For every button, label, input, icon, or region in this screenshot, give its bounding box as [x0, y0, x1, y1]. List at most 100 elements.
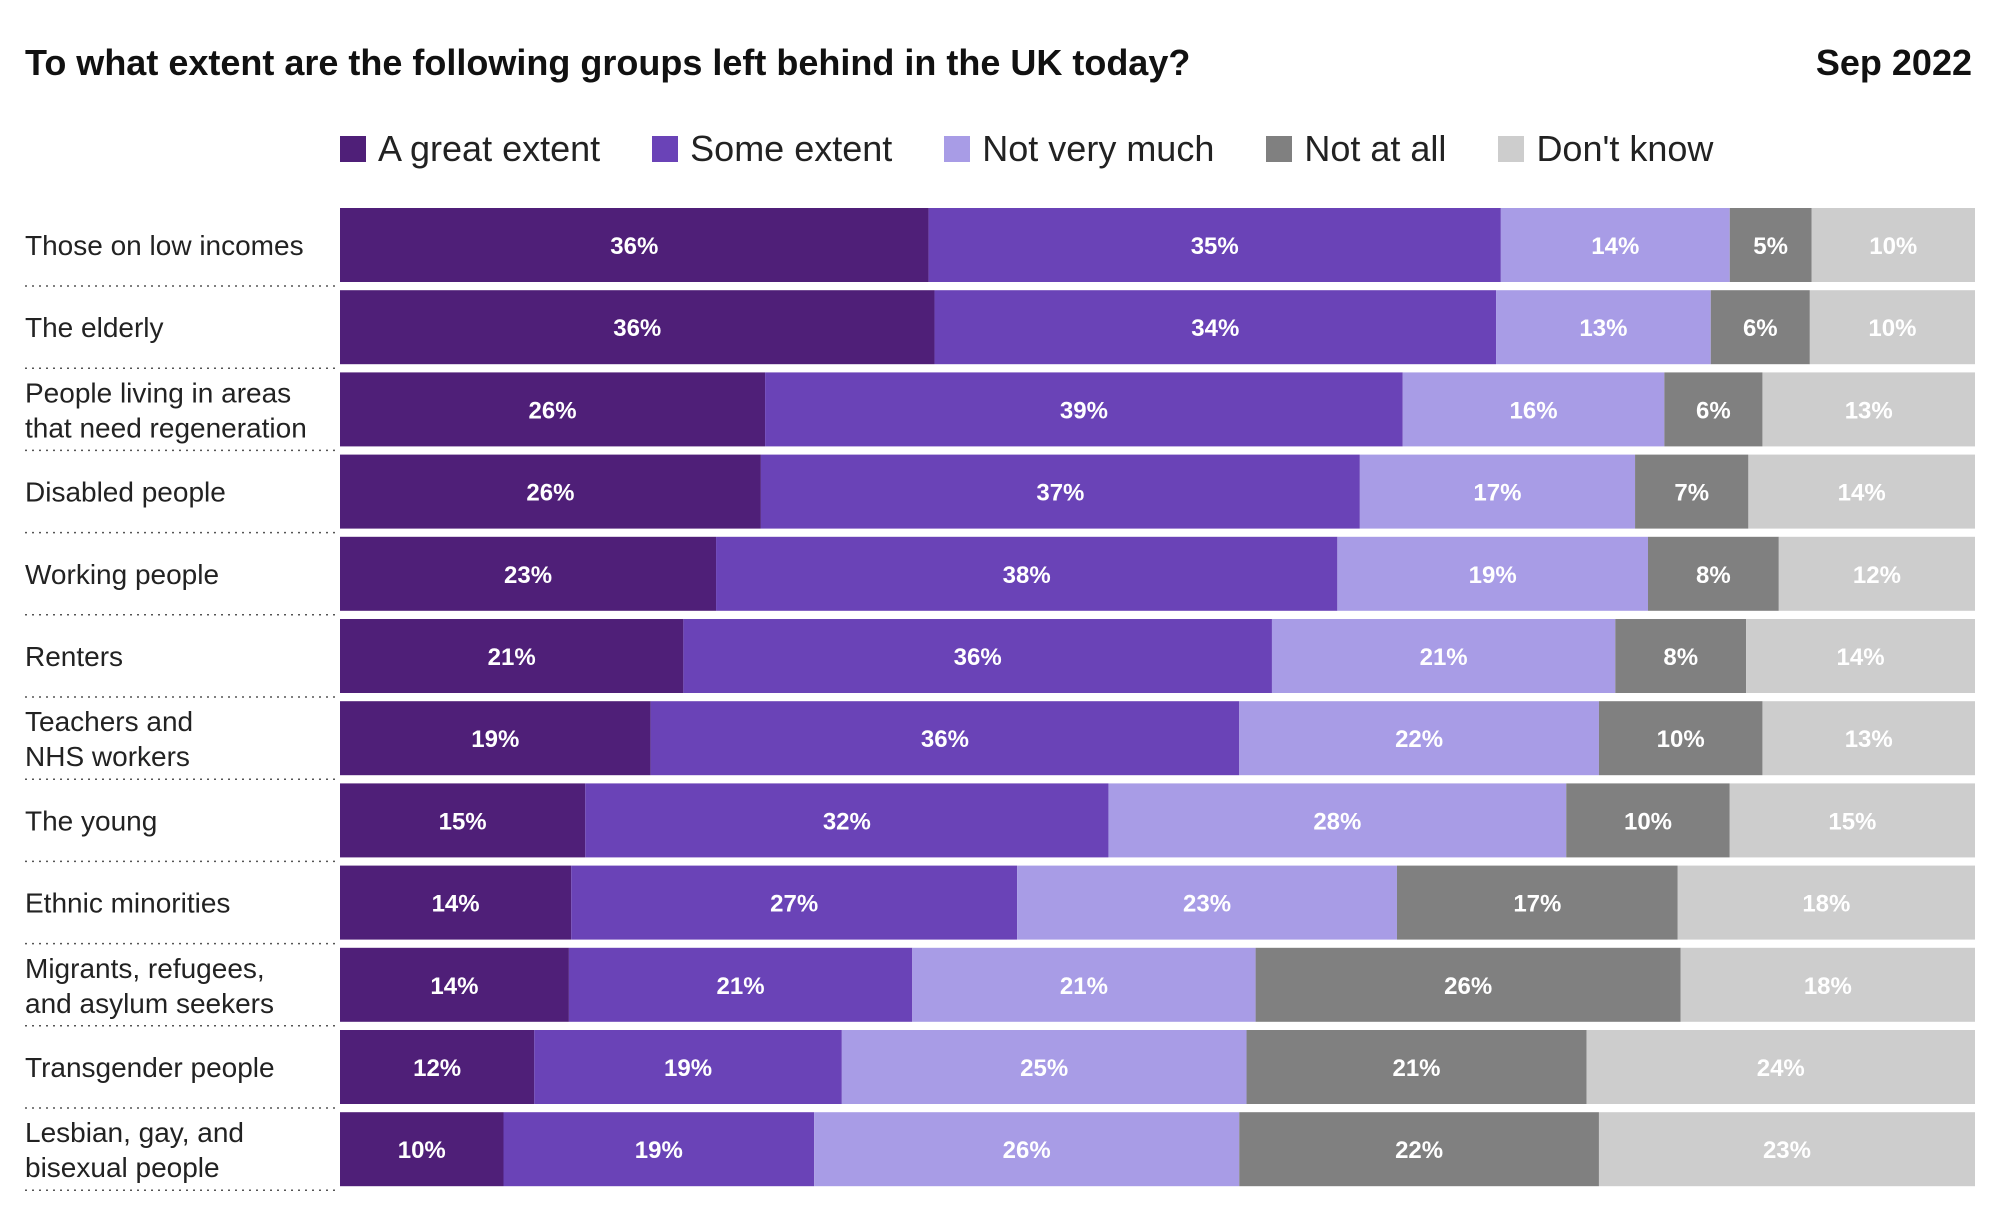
category-label: The elderly: [25, 312, 164, 343]
bar-segment-not-very-much: [1017, 865, 1397, 940]
data-label-not-at-all: 26%: [1444, 973, 1492, 1000]
category-label: Disabled people: [25, 477, 226, 508]
data-label-not-very-much: 17%: [1473, 480, 1521, 507]
bar-segment-not-at-all: [1255, 947, 1681, 1022]
category-label: Teachers and NHS workers: [25, 706, 193, 772]
bar-segment-not-at-all: [1729, 208, 1812, 282]
bar-segment-some-extent: [568, 947, 913, 1022]
data-label-some-extent: 36%: [954, 644, 1002, 671]
data-label-not-at-all: 8%: [1696, 562, 1731, 589]
data-label-not-at-all: 10%: [1624, 808, 1672, 835]
legend-label-not-at-all: Not at all: [1304, 128, 1447, 169]
category-label: Renters: [25, 641, 123, 672]
data-label-a-great-extent: 26%: [529, 397, 577, 424]
legend-label-not-very-much: Not very much: [982, 128, 1215, 169]
bar-segment-don-t-know: [1778, 536, 1975, 611]
data-label-some-extent: 37%: [1036, 480, 1084, 507]
legend-label-a-great-extent: A great extent: [378, 128, 601, 169]
category-label: Ethnic minorities: [25, 888, 230, 919]
bar-segment-some-extent: [650, 701, 1240, 776]
bar-segment-not-at-all: [1635, 454, 1749, 529]
data-label-a-great-extent: 14%: [432, 891, 480, 918]
legend-label-dont-know: Don't know: [1536, 128, 1714, 169]
bar-segment-not-at-all: [1615, 619, 1747, 693]
bar-segment-some-extent: [716, 536, 1338, 611]
bar-segment-some-extent: [934, 290, 1497, 365]
bar-segment-a-great-extent: [340, 1112, 504, 1187]
bar-segment-not-at-all: [1710, 290, 1810, 365]
data-label-don-t-know: 12%: [1853, 562, 1901, 589]
data-label-some-extent: 19%: [635, 1137, 683, 1164]
bar-segment-don-t-know: [1598, 1112, 1975, 1187]
bar-segment-not-very-much: [1271, 619, 1616, 693]
data-label-don-t-know: 10%: [1868, 315, 1916, 342]
bar-segment-not-at-all: [1664, 372, 1763, 447]
data-label-not-very-much: 14%: [1591, 233, 1639, 260]
data-label-not-at-all: 8%: [1663, 644, 1698, 671]
data-label-some-extent: 39%: [1060, 397, 1108, 424]
category-label: The young: [25, 805, 157, 836]
chart-title: To what extent are the following groups …: [25, 42, 1191, 83]
data-label-don-t-know: 15%: [1828, 808, 1876, 835]
data-label-a-great-extent: 15%: [439, 808, 487, 835]
data-label-don-t-know: 24%: [1757, 1055, 1805, 1082]
bar-segment-some-extent: [928, 208, 1501, 282]
legend-swatch-not-very-much: [944, 136, 971, 162]
bar-segment-not-very-much: [1337, 536, 1648, 611]
category-label: Transgender people: [25, 1052, 275, 1083]
bar-segment-some-extent: [571, 865, 1018, 940]
data-label-a-great-extent: 12%: [413, 1055, 461, 1082]
data-label-a-great-extent: 19%: [471, 726, 519, 753]
category-label: Those on low incomes: [25, 230, 304, 261]
bar-segment-don-t-know: [1809, 290, 1975, 365]
data-label-not-very-much: 23%: [1183, 891, 1231, 918]
legend-item-not-very-much: Not very much: [944, 128, 1214, 170]
category-label: People living in areas that need regenera…: [25, 377, 307, 443]
data-label-not-very-much: 28%: [1313, 808, 1361, 835]
legend-item-a-great-extent: A great extent: [340, 128, 600, 170]
data-label-don-t-know: 10%: [1869, 233, 1917, 260]
data-label-not-at-all: 6%: [1743, 315, 1778, 342]
bar-segment-not-very-much: [1239, 701, 1599, 776]
data-label-not-at-all: 21%: [1392, 1055, 1440, 1082]
data-label-don-t-know: 18%: [1804, 973, 1852, 1000]
bar-segment-not-at-all: [1246, 1030, 1587, 1104]
category-label: Migrants, refugees, and asylum seekers: [25, 953, 274, 1019]
bar-segment-a-great-extent: [340, 701, 651, 776]
bar-segment-not-at-all: [1648, 536, 1779, 611]
legend-item-some-extent: Some extent: [652, 128, 892, 170]
bar-segment-a-great-extent: [340, 372, 766, 447]
bar-segment-a-great-extent: [340, 1030, 535, 1104]
bar-segment-not-very-much: [1500, 208, 1730, 282]
bar-segment-some-extent: [534, 1030, 842, 1104]
data-label-not-at-all: 22%: [1395, 1137, 1443, 1164]
bar-segment-not-at-all: [1566, 783, 1730, 858]
data-label-some-extent: 27%: [770, 891, 818, 918]
data-label-not-very-much: 16%: [1510, 397, 1558, 424]
data-label-a-great-extent: 21%: [488, 644, 536, 671]
bar-segment-don-t-know: [1586, 1030, 1975, 1104]
chart-date: Sep 2022: [1815, 42, 1972, 83]
data-label-not-at-all: 10%: [1657, 726, 1705, 753]
bar-segment-some-extent: [585, 783, 1109, 858]
data-label-don-t-know: 23%: [1763, 1137, 1811, 1164]
bar-segment-some-extent: [503, 1112, 815, 1187]
data-label-a-great-extent: 36%: [610, 233, 658, 260]
legend-item-dont-know: Don't know: [1498, 128, 1713, 170]
data-label-some-extent: 38%: [1003, 562, 1051, 589]
chart-legend: A great extent Some extent Not very much…: [340, 128, 1765, 170]
bar-segment-don-t-know: [1680, 947, 1975, 1022]
data-label-some-extent: 35%: [1191, 233, 1239, 260]
bar-segment-not-very-much: [1402, 372, 1665, 447]
legend-item-not-at-all: Not at all: [1266, 128, 1446, 170]
bar-segment-some-extent: [765, 372, 1403, 447]
data-label-a-great-extent: 14%: [430, 973, 478, 1000]
bar-segment-don-t-know: [1762, 372, 1975, 447]
data-label-not-very-much: 21%: [1060, 973, 1108, 1000]
data-label-don-t-know: 14%: [1837, 644, 1885, 671]
bar-segment-not-at-all: [1239, 1112, 1599, 1187]
bar-segment-not-very-much: [1496, 290, 1711, 365]
bar-segment-a-great-extent: [340, 865, 572, 940]
data-label-not-at-all: 5%: [1753, 233, 1788, 260]
